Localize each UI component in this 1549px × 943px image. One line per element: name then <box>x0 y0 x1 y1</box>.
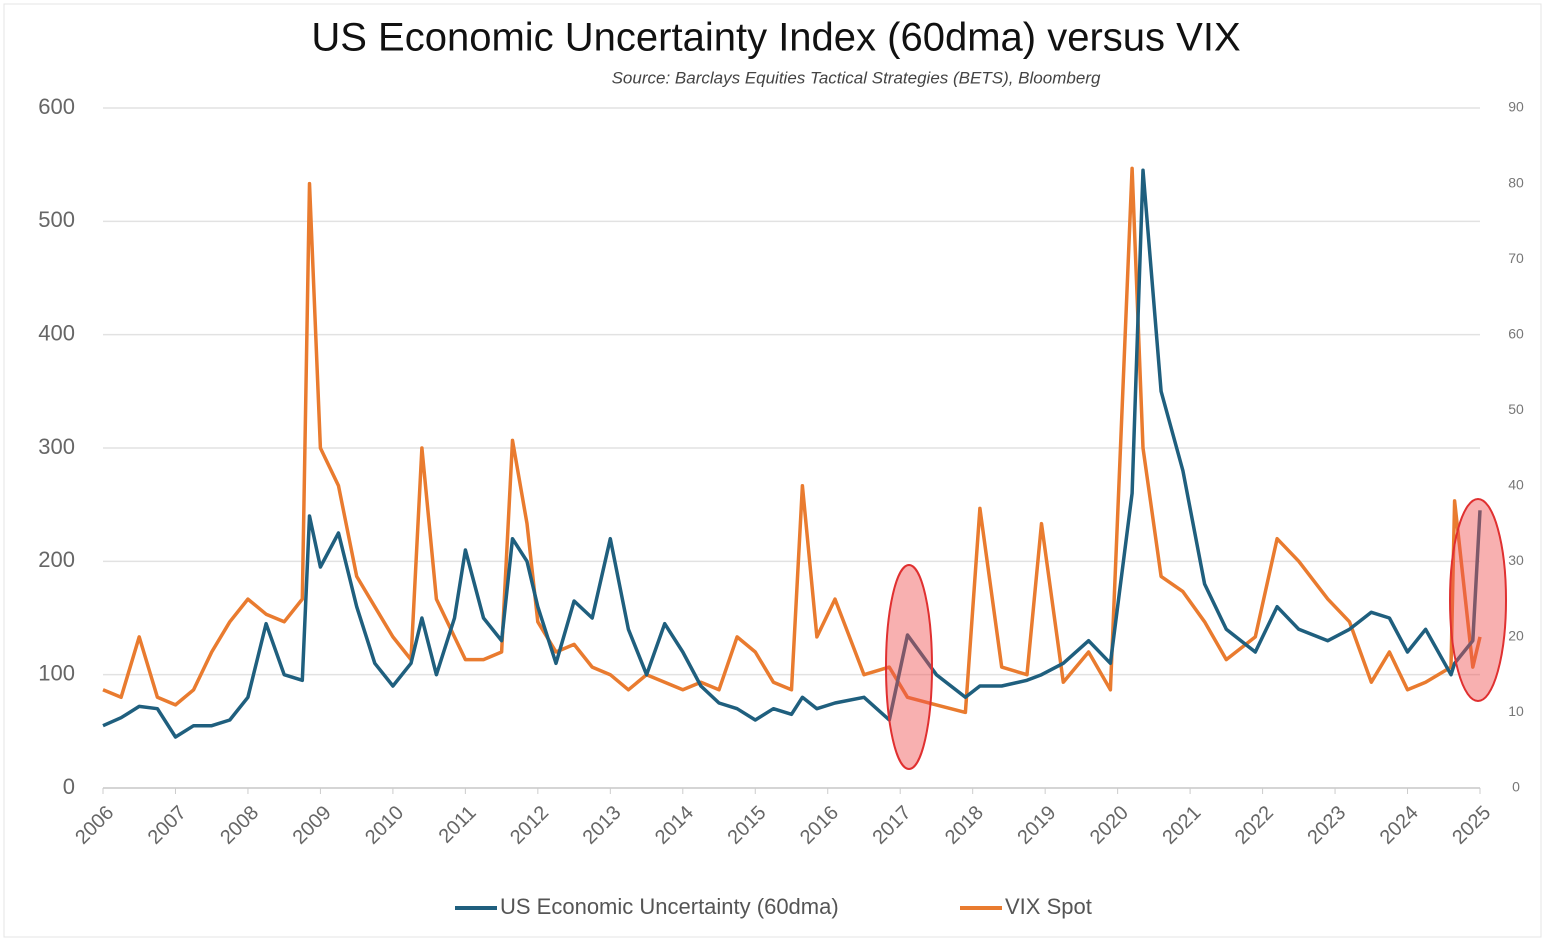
y2-tick-label: 0 <box>1512 779 1520 795</box>
y2-tick-label: 70 <box>1508 250 1524 266</box>
legend-label: US Economic Uncertainty (60dma) <box>500 894 839 919</box>
y-tick-label: 0 <box>63 774 75 799</box>
y-tick-label: 600 <box>38 94 75 119</box>
chart-frame <box>3 3 1542 938</box>
y-tick-label: 500 <box>38 207 75 232</box>
y2-tick-label: 60 <box>1508 325 1524 341</box>
y-tick-label: 300 <box>38 434 75 459</box>
lines <box>102 166 1482 739</box>
y2-tick-label: 10 <box>1508 703 1524 719</box>
chart-title: US Economic Uncertainty Index (60dma) ve… <box>311 16 1240 60</box>
y2-tick-label: 80 <box>1508 174 1524 190</box>
y-tick-label: 100 <box>38 660 75 685</box>
y2-tick-label: 90 <box>1508 99 1524 115</box>
y2-tick-label: 30 <box>1508 552 1524 568</box>
y-tick-label: 400 <box>38 320 75 345</box>
y2-tick-label: 40 <box>1508 476 1524 492</box>
axes: 0100200300400500600010203040506070809020… <box>38 94 1524 919</box>
chart-subtitle: Source: Barclays Equities Tactical Strat… <box>612 68 1101 87</box>
series-line <box>102 166 1482 715</box>
legend-label: VIX Spot <box>1005 894 1092 919</box>
y2-tick-label: 50 <box>1508 401 1524 417</box>
y2-tick-label: 20 <box>1508 628 1524 644</box>
y-tick-label: 200 <box>38 547 75 572</box>
highlight-ellipse <box>885 564 933 770</box>
series-line <box>102 168 1482 739</box>
highlight-ellipse <box>1449 498 1507 702</box>
grid <box>103 107 1480 789</box>
